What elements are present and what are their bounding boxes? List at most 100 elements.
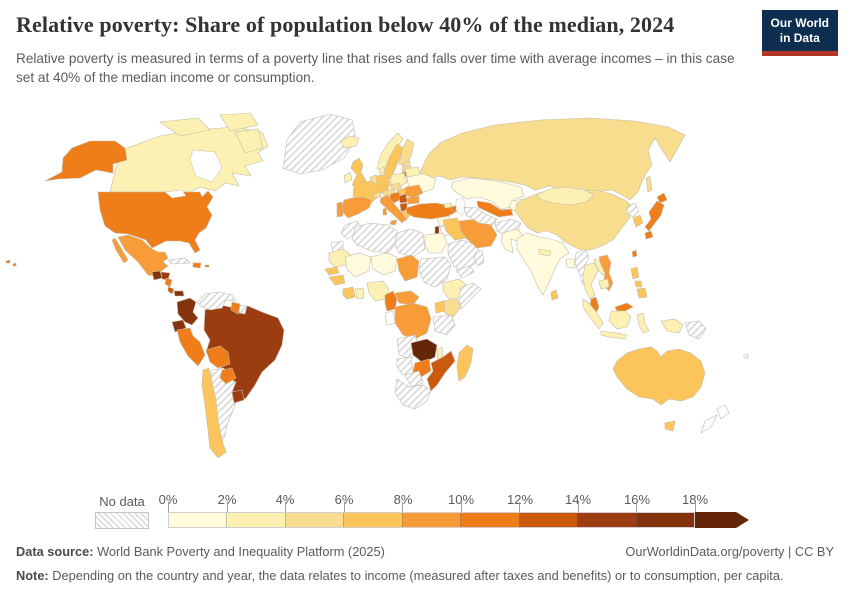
country-italy-sicily[interactable]	[389, 219, 398, 226]
country-venezuela[interactable]	[196, 291, 237, 311]
country-kenya[interactable]	[442, 298, 462, 318]
country-bulgaria[interactable]	[406, 195, 420, 205]
country-south-africa[interactable]	[394, 378, 432, 410]
country-guatemala[interactable]	[151, 270, 163, 281]
country-australia-tasmania[interactable]	[664, 420, 676, 432]
country-north-korea[interactable]	[626, 202, 640, 218]
country-namibia[interactable]	[396, 356, 414, 376]
country-ivory-coast[interactable]	[342, 286, 356, 300]
country-mexico-baja[interactable]	[111, 237, 129, 264]
country-sri-lanka[interactable]	[550, 289, 559, 301]
country-botswana[interactable]	[404, 370, 424, 388]
country-mongolia[interactable]	[535, 186, 595, 206]
country-japan-kyushu[interactable]	[644, 230, 654, 240]
country-switzerland[interactable]	[373, 191, 382, 199]
country-new-zealand-south[interactable]	[700, 414, 718, 434]
country-india[interactable]	[516, 232, 570, 296]
country-china[interactable]	[514, 187, 635, 252]
legend-color-step[interactable]	[518, 513, 578, 527]
country-uruguay[interactable]	[231, 389, 245, 404]
country-ghana[interactable]	[354, 287, 365, 300]
country-russia[interactable]	[419, 117, 686, 201]
legend-color-step[interactable]	[577, 513, 636, 527]
country-iceland[interactable]	[340, 135, 360, 149]
country-niger[interactable]	[370, 252, 398, 276]
country-serbia[interactable]	[398, 193, 408, 204]
country-usa-alaska[interactable]	[44, 140, 128, 182]
country-usa[interactable]	[97, 190, 214, 254]
country-nicaragua[interactable]	[164, 277, 173, 288]
legend-color-step[interactable]	[169, 513, 227, 527]
country-russia-sakhalin[interactable]	[645, 175, 653, 193]
country-senegal[interactable]	[324, 266, 340, 276]
owid-logo[interactable]: Our World in Data	[761, 10, 838, 56]
country-mozambique[interactable]	[426, 350, 456, 392]
legend-color-step-arrow[interactable]	[695, 512, 749, 528]
country-bangladesh[interactable]	[565, 258, 576, 269]
country-peru[interactable]	[176, 327, 206, 367]
legend-color-step[interactable]	[284, 513, 344, 527]
country-hispaniola[interactable]	[192, 262, 202, 269]
country-italy[interactable]	[379, 194, 407, 224]
legend-color-step[interactable]	[460, 513, 519, 527]
country-bolivia[interactable]	[205, 345, 231, 369]
country-pakistan[interactable]	[500, 228, 524, 254]
legend-color-step[interactable]	[343, 513, 402, 527]
country-egypt[interactable]	[424, 232, 448, 254]
country-somalia[interactable]	[458, 282, 482, 310]
country-canada-arctic[interactable]	[159, 117, 211, 137]
country-indonesia-sulawesi[interactable]	[636, 312, 650, 334]
country-colombia[interactable]	[176, 297, 199, 326]
country-guinea[interactable]	[328, 274, 346, 286]
country-philippines-visayas[interactable]	[634, 280, 643, 288]
country-gabon[interactable]	[384, 310, 396, 326]
country-central-african-republic[interactable]	[394, 290, 420, 306]
country-cuba[interactable]	[167, 257, 191, 265]
country-indonesia-sumatra[interactable]	[582, 298, 604, 330]
country-guyana[interactable]	[230, 301, 241, 315]
country-taiwan[interactable]	[631, 249, 638, 258]
country-philippines-mindanao[interactable]	[636, 287, 648, 299]
country-suriname[interactable]	[238, 304, 248, 315]
country-south-korea[interactable]	[632, 214, 644, 228]
country-japan-hokkaido[interactable]	[656, 192, 668, 204]
country-costa-rica[interactable]	[167, 286, 175, 295]
country-yemen[interactable]	[455, 265, 475, 279]
legend-color-step[interactable]	[226, 513, 285, 527]
country-sudan[interactable]	[418, 256, 452, 288]
country-madagascar[interactable]	[456, 344, 474, 382]
country-turkmenistan[interactable]	[463, 206, 498, 226]
country-algeria[interactable]	[351, 222, 398, 254]
country-usa-hawaii[interactable]	[5, 259, 17, 267]
country-fiji[interactable]	[743, 353, 749, 359]
country-cambodia[interactable]	[598, 278, 610, 290]
country-panama[interactable]	[173, 290, 185, 297]
country-malaysia-borneo[interactable]	[614, 302, 634, 312]
country-ireland[interactable]	[343, 171, 353, 184]
country-italy-sardinia[interactable]	[382, 207, 388, 216]
country-chile[interactable]	[201, 367, 227, 459]
country-chad[interactable]	[396, 254, 420, 282]
country-japan-honshu[interactable]	[644, 200, 665, 232]
country-canada[interactable]	[109, 126, 269, 193]
country-greenland[interactable]	[282, 113, 357, 175]
country-tanzania[interactable]	[432, 314, 456, 336]
country-papua-new-guinea[interactable]	[684, 320, 707, 340]
country-philippines-luzon[interactable]	[630, 266, 640, 280]
country-indonesia-java[interactable]	[600, 330, 628, 340]
country-canada-baffin[interactable]	[234, 128, 264, 154]
country-mali[interactable]	[344, 252, 372, 278]
country-czechia[interactable]	[389, 182, 402, 191]
country-zambia[interactable]	[410, 338, 438, 364]
owid-attribution-link[interactable]: OurWorldinData.org/poverty | CC BY	[625, 544, 834, 559]
no-data-swatch[interactable]	[95, 512, 149, 529]
country-turkey[interactable]	[405, 202, 457, 220]
country-libya[interactable]	[394, 228, 426, 258]
country-romania[interactable]	[404, 184, 424, 199]
country-vietnam[interactable]	[598, 254, 614, 292]
legend-color-step[interactable]	[635, 513, 694, 527]
country-mexico[interactable]	[117, 234, 169, 277]
country-denmark[interactable]	[378, 166, 386, 175]
country-puerto-rico[interactable]	[204, 264, 210, 268]
country-canada-arctic2[interactable]	[219, 112, 259, 132]
